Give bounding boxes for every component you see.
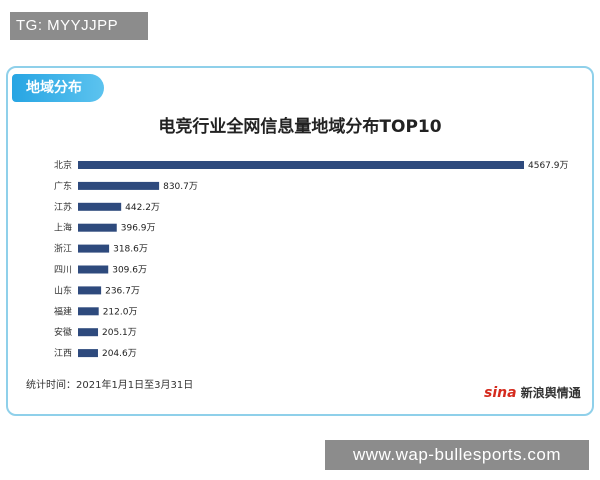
- value-label: 236.7万: [105, 286, 140, 296]
- category-label: 山东: [54, 284, 72, 296]
- value-label: 396.9万: [121, 224, 156, 234]
- category-label: 安徽: [54, 326, 72, 338]
- value-label: 830.7万: [163, 182, 198, 192]
- bar: [78, 181, 160, 190]
- bar: [78, 223, 117, 232]
- sina-logo-text: 新浪舆情通: [520, 386, 581, 400]
- watermark-bottom: www.wap-bullesports.com: [325, 440, 589, 470]
- category-label: 上海: [54, 222, 72, 234]
- value-label: 212.0万: [103, 307, 138, 317]
- category-label: 江苏: [54, 201, 72, 213]
- value-label: 204.6万: [102, 349, 137, 359]
- footnote: 统计时间：2021年1月1日至3月31日: [26, 380, 194, 391]
- bar: [78, 265, 109, 274]
- chart-card: [6, 66, 594, 416]
- category-label: 广东: [54, 180, 72, 192]
- value-label: 309.6万: [112, 266, 147, 276]
- category-label: 浙江: [54, 243, 72, 255]
- category-label: 福建: [54, 305, 72, 317]
- category-label: 四川: [54, 266, 72, 276]
- watermark-top: TG: MYYJJPP: [10, 12, 148, 40]
- chart-title: 电竞行业全网信息量地域分布TOP10: [158, 117, 442, 137]
- value-label: 318.6万: [113, 245, 148, 255]
- value-label: 442.2万: [125, 203, 160, 213]
- value-label: 4567.9万: [528, 161, 569, 171]
- sina-logo-mark: sina: [484, 385, 517, 401]
- bar: [78, 286, 102, 295]
- bar: [78, 349, 98, 358]
- category-label: 北京: [54, 159, 72, 171]
- bar: [78, 244, 110, 253]
- bar: [78, 307, 99, 316]
- sina-logo: sina 新浪舆情通: [484, 384, 581, 401]
- bar: [78, 202, 122, 211]
- bar: [78, 328, 99, 337]
- category-label: 江西: [54, 348, 72, 359]
- value-label: 205.1万: [102, 328, 137, 338]
- bar: [78, 161, 524, 169]
- section-tab: 地域分布: [12, 74, 104, 102]
